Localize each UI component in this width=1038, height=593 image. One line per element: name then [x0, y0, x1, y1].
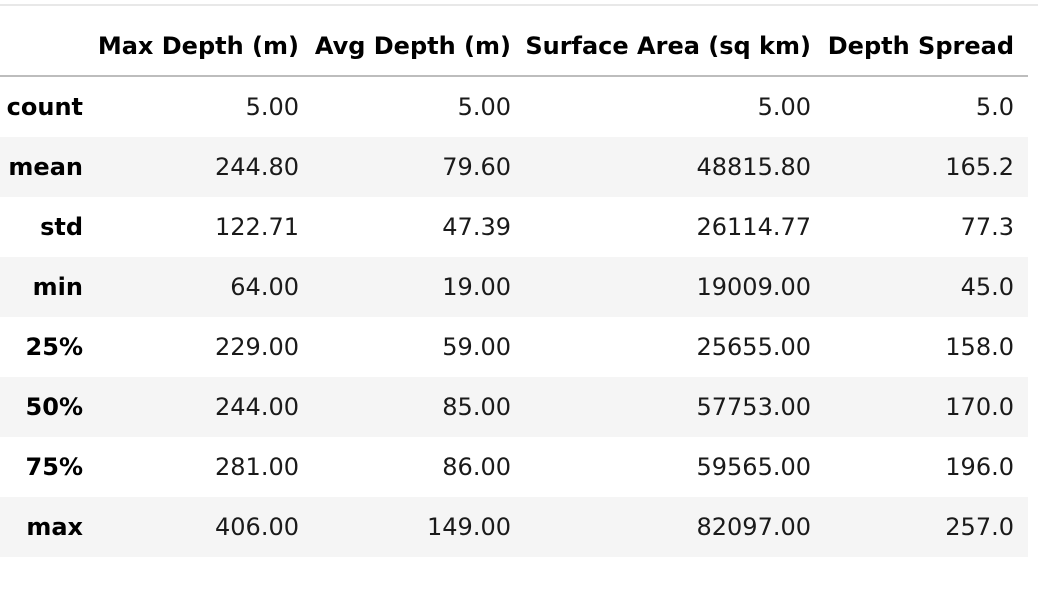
column-header: Surface Area (sq km): [525, 16, 825, 77]
table-cell: 196.0: [945, 453, 1014, 481]
column-header: Max Depth (m): [97, 16, 313, 77]
table-row: std 122.71 47.39 26114.77 77.3: [0, 197, 1028, 257]
table-cell: 59.00: [442, 333, 511, 361]
table-cell: 48815.80: [696, 153, 811, 181]
table-cell: 86.00: [442, 453, 511, 481]
table-cell: 5.00: [757, 93, 811, 121]
row-index-label: max: [26, 513, 83, 541]
row-index-label: 75%: [25, 453, 83, 481]
table-row: max 406.00 149.00 82097.00 257.0: [0, 497, 1028, 557]
index-header-blank: [0, 16, 97, 77]
table-cell: 122.71: [215, 213, 299, 241]
table-cell: 165.2: [945, 153, 1014, 181]
header-row: Max Depth (m) Avg Depth (m) Surface Area…: [0, 16, 1028, 77]
table-cell: 57753.00: [696, 393, 811, 421]
row-index-label: min: [32, 273, 83, 301]
table-row: mean 244.80 79.60 48815.80 165.2: [0, 137, 1028, 197]
table-cell: 45.0: [960, 273, 1014, 301]
table-row: 25% 229.00 59.00 25655.00 158.0: [0, 317, 1028, 377]
table-row: count 5.00 5.00 5.00 5.0: [0, 76, 1028, 137]
row-index-label: std: [40, 213, 83, 241]
table-cell: 59565.00: [696, 453, 811, 481]
table-cell: 170.0: [945, 393, 1014, 421]
row-index-label: count: [6, 93, 83, 121]
table-cell: 19.00: [442, 273, 511, 301]
row-index-label: 25%: [25, 333, 83, 361]
table-cell: 19009.00: [696, 273, 811, 301]
table-cell: 26114.77: [696, 213, 811, 241]
table-row: 50% 244.00 85.00 57753.00 170.0: [0, 377, 1028, 437]
output-top-divider: [0, 4, 1038, 6]
table-cell: 5.0: [975, 93, 1014, 121]
table-cell: 82097.00: [696, 513, 811, 541]
table-cell: 25655.00: [696, 333, 811, 361]
column-header: Avg Depth (m): [313, 16, 525, 77]
table-cell: 244.00: [215, 393, 299, 421]
describe-table: Max Depth (m) Avg Depth (m) Surface Area…: [0, 16, 1028, 557]
table-cell: 5.00: [457, 93, 511, 121]
table-cell: 5.00: [245, 93, 299, 121]
table-cell: 281.00: [215, 453, 299, 481]
table-cell: 158.0: [945, 333, 1014, 361]
dataframe-output: Max Depth (m) Avg Depth (m) Surface Area…: [0, 16, 1028, 557]
row-index-label: mean: [8, 153, 83, 181]
table-cell: 64.00: [230, 273, 299, 301]
table-row: 75% 281.00 86.00 59565.00 196.0: [0, 437, 1028, 497]
table-cell: 257.0: [945, 513, 1014, 541]
table-cell: 85.00: [442, 393, 511, 421]
column-header: Depth Spread: [825, 16, 1028, 77]
table-cell: 77.3: [960, 213, 1014, 241]
table-cell: 406.00: [215, 513, 299, 541]
table-cell: 79.60: [442, 153, 511, 181]
table-cell: 149.00: [427, 513, 511, 541]
row-index-label: 50%: [25, 393, 83, 421]
table-cell: 244.80: [215, 153, 299, 181]
table-cell: 229.00: [215, 333, 299, 361]
table-cell: 47.39: [442, 213, 511, 241]
table-row: min 64.00 19.00 19009.00 45.0: [0, 257, 1028, 317]
